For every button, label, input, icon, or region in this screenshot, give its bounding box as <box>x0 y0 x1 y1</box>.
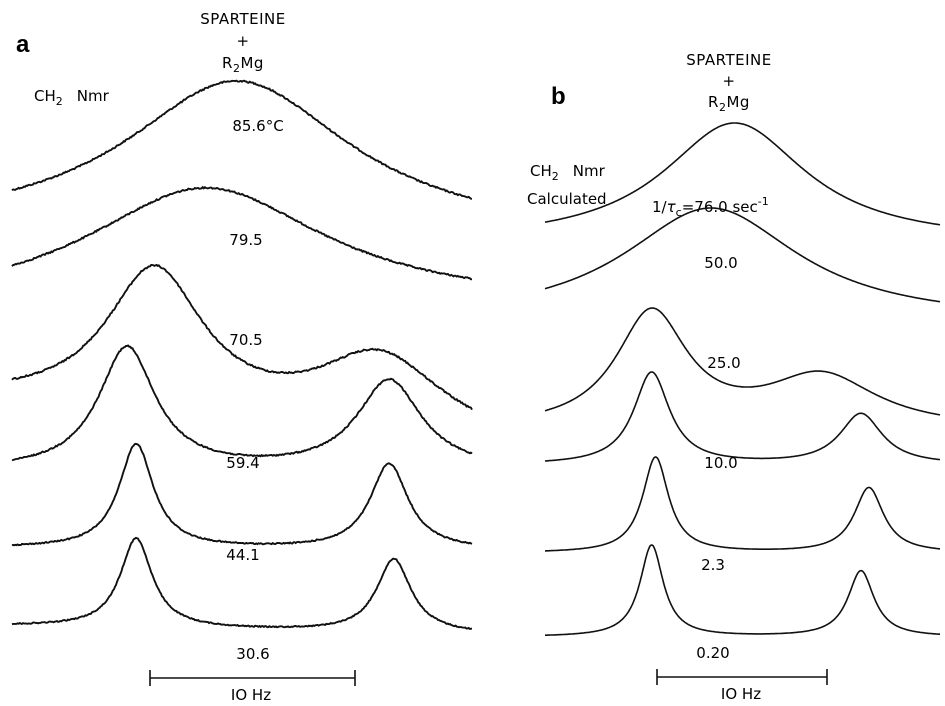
trace-b-1 <box>544 122 941 226</box>
panel-a-title-r2mg: R2Mg <box>222 54 264 75</box>
scale-bar-a <box>149 670 356 686</box>
trace-label-b-3: 25.0 <box>707 354 740 372</box>
trace-a-1 <box>11 79 473 200</box>
panel-b-title-r2mg: R2Mg <box>708 93 750 114</box>
panel-a-letter: a <box>16 31 30 58</box>
trace-a-6 <box>11 536 472 630</box>
trace-label-b-6: 0.20 <box>696 644 729 662</box>
panel-a-title-plus: + <box>236 32 249 50</box>
panel-b-title-plus: + <box>722 72 735 90</box>
trace-label-b-2: 50.0 <box>704 254 737 272</box>
trace-label-b-4: 10.0 <box>704 454 737 472</box>
trace-b-4 <box>544 371 941 462</box>
panel-b-calculated-label: Calculated <box>527 190 607 208</box>
trace-label-b-5: 2.3 <box>701 556 725 574</box>
trace-label-a-3: 70.5 <box>229 331 262 349</box>
panel-a-nucleus-label: CH2 Nmr <box>34 87 110 108</box>
trace-a-4 <box>11 344 473 462</box>
panel-b-title-sparteine: SPARTEINE <box>686 51 771 69</box>
trace-label-a-2: 79.5 <box>229 231 262 249</box>
traces-panel-a <box>11 79 473 630</box>
trace-a-5 <box>11 442 473 547</box>
trace-a-2 <box>11 186 473 281</box>
trace-a-3 <box>11 263 473 411</box>
panel-b-rate-label: 1/τc=76.0 sec-1 <box>652 195 769 219</box>
trace-label-a-5: 44.1 <box>226 546 259 564</box>
panel-b-nucleus-label: CH2 Nmr <box>530 162 606 183</box>
panel-b-letter: b <box>551 83 566 110</box>
trace-b-2 <box>544 207 941 303</box>
trace-label-a-6: 30.6 <box>236 645 269 663</box>
panel-a-title-sparteine: SPARTEINE <box>200 10 285 28</box>
scale-bar-b-label: IO Hz <box>721 685 761 703</box>
traces-panel-b <box>544 122 941 636</box>
trace-b-5 <box>545 456 941 552</box>
trace-label-a-1: 85.6°C <box>232 117 283 135</box>
trace-b-6 <box>545 544 940 636</box>
trace-b-3 <box>544 307 941 416</box>
trace-label-a-4: 59.4 <box>226 454 259 472</box>
scale-bar-a-label: IO Hz <box>231 686 271 704</box>
scale-bar-b <box>656 669 828 685</box>
